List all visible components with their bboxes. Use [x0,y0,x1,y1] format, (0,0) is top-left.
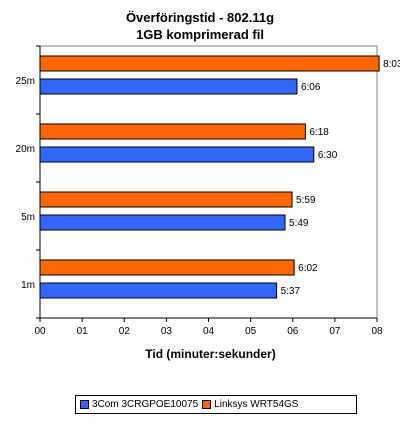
legend-swatch-3com [80,400,89,409]
bar-linksys-5m [39,191,293,208]
data-label-linksys-20m: 6:18 [309,127,329,138]
bar-linksys-20m [39,123,306,140]
data-label-3com-20m: 6:30 [318,150,338,161]
x-axis-label: Tid (minuter:sekunder) [145,347,275,361]
y-tick-label-1m: 1m [21,280,35,291]
x-tick-label-05: 05 [245,326,257,337]
x-tick-label-02: 02 [119,326,131,337]
bar-linksys-25m [39,55,380,72]
x-tick-label-00: 00 [34,326,46,337]
bar-3com-25m [39,78,298,95]
x-tick-label-06: 06 [287,326,299,337]
x-tick-label-07: 07 [329,326,341,337]
y-tick-label-20m: 20m [16,144,35,155]
data-label-3com-1m: 5:37 [281,286,301,297]
legend-label-3com: 3Com 3CRGPOE10075 [92,399,199,410]
chart-subtitle: 1GB komprimerad fil [136,27,264,42]
x-tick-label-03: 03 [161,326,173,337]
legend-item-3com: 3Com 3CRGPOE10075 [80,399,198,410]
legend: 3Com 3CRGPOE10075 Linksys WRT54GS [75,395,357,414]
data-label-linksys-1m: 6:02 [298,263,318,274]
y-tick-label-5m: 5m [21,212,35,223]
data-label-linksys-5m: 5:59 [296,195,316,206]
bar-3com-20m [39,146,315,163]
legend-swatch-linksys [202,400,212,409]
y-tick-label-25m: 25m [16,76,35,87]
data-label-linksys-25m: 8:03 [383,59,400,70]
bar-linksys-1m [39,259,295,276]
x-tick-label-01: 01 [77,326,89,337]
bar-3com-1m [39,282,278,299]
chart-title: Överföringstid - 802.11g [125,10,275,25]
data-label-3com-5m: 5:49 [289,218,309,229]
x-tick-label-04: 04 [203,326,215,337]
x-tick-label-08: 08 [371,326,383,337]
data-label-3com-25m: 6:06 [301,82,321,93]
legend-label-linksys: Linksys WRT54GS [214,399,299,410]
bar-3com-5m [39,214,286,231]
legend-item-linksys: Linksys WRT54GS [202,399,298,410]
